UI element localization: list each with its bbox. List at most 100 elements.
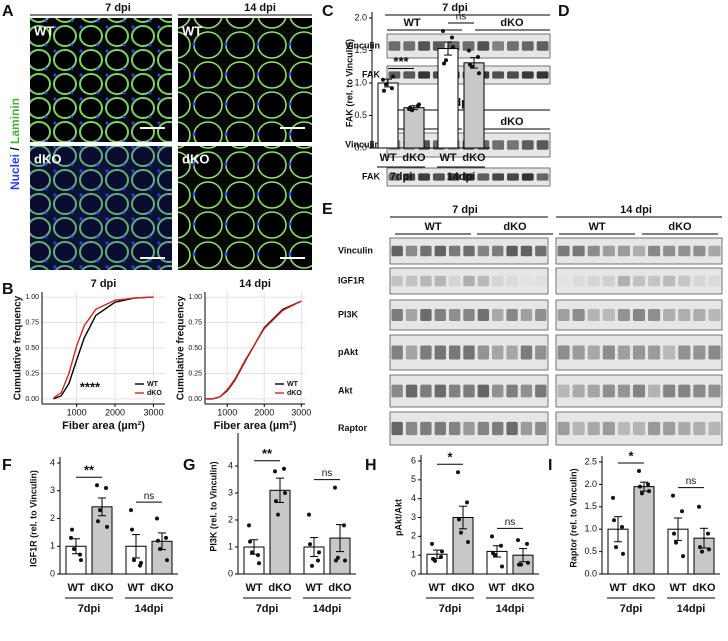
blot-band [535, 384, 547, 398]
y-tick-label: 1.0 [354, 77, 367, 87]
data-point [612, 518, 616, 523]
blot-band [463, 345, 475, 360]
stain-label: Nuclei / Laminin [8, 98, 22, 190]
blot-band [708, 275, 721, 287]
blot-band [405, 384, 418, 398]
blot-band [492, 71, 505, 79]
blot-band [388, 41, 401, 51]
panel-label: A [2, 3, 14, 20]
blot-band [420, 309, 432, 321]
blot-band [405, 345, 418, 360]
data-point [516, 538, 520, 543]
data-point [408, 105, 412, 110]
data-point [491, 551, 495, 556]
y-tick-label: 0.5 [584, 546, 597, 556]
x-tick-label: 1000 [217, 407, 237, 417]
y-tick-label: 0 [50, 568, 55, 578]
x-tick-label: dKO [402, 152, 426, 164]
blot-band [648, 275, 661, 287]
blot-band [405, 245, 418, 257]
y-axis-label: pAkt/Akt [393, 499, 403, 536]
blot-band [557, 384, 570, 398]
y-tick-label: 3 [411, 512, 416, 522]
blot-title: 7 dpi [452, 204, 478, 216]
data-point [500, 564, 504, 569]
data-point [98, 508, 102, 513]
y-tick-label: 1 [228, 541, 233, 551]
blot-band [477, 345, 490, 360]
y-tick-label: 0.25 [25, 370, 39, 377]
blot-band [507, 140, 519, 150]
blot-band [602, 421, 615, 436]
image-label: WT [34, 23, 54, 38]
data-point [468, 62, 472, 67]
image-label: WT [182, 23, 202, 38]
blot-band [535, 309, 547, 321]
blot-band [663, 345, 676, 360]
stain-nuclei: Nuclei [8, 154, 22, 190]
data-point [70, 527, 74, 532]
y-tick-label: 0.50 [188, 345, 202, 352]
data-point [317, 550, 321, 555]
y-tick-label: 0.50 [25, 345, 39, 352]
blot-band [663, 309, 676, 321]
blot-band [521, 140, 534, 150]
data-point [698, 545, 702, 550]
x-tick-label: 3000 [143, 407, 163, 417]
data-point [707, 547, 711, 552]
blot-band [521, 41, 534, 51]
blot-band [693, 275, 706, 287]
blot-band [536, 140, 549, 150]
x-axis-label: Fiber area (µm²) [62, 420, 145, 432]
blot-band [405, 421, 418, 436]
blot-band [462, 173, 475, 181]
y-tick-label: 2.5 [584, 456, 597, 466]
group-label: 14dpi [447, 171, 476, 183]
blot-band [420, 384, 432, 398]
x-tick-label: WT [127, 582, 144, 594]
blot-band [418, 71, 430, 79]
data-point [384, 82, 388, 87]
data-point [647, 489, 651, 494]
data-point [95, 483, 99, 488]
blot-band [648, 345, 661, 360]
blot-band [663, 384, 676, 398]
group-label: dKO [503, 221, 527, 233]
data-point [706, 531, 710, 536]
group-label: 7dpi [256, 603, 279, 615]
blot-band [492, 309, 504, 321]
blot-band [492, 275, 504, 287]
significance: ns [686, 476, 697, 487]
data-point [391, 74, 395, 79]
data-point [256, 553, 260, 558]
data-point [466, 539, 470, 544]
x-tick-label: 1000 [67, 407, 87, 417]
group-label: WT [403, 17, 420, 29]
significance: * [628, 448, 634, 463]
y-axis-label: Raptor (rel. to Vinculin) [568, 468, 578, 567]
blot-band [420, 345, 432, 360]
group-label: WT [588, 221, 605, 233]
data-point [316, 558, 320, 563]
group-label: 14dpi [135, 603, 164, 615]
data-point [248, 539, 252, 544]
blot-band [506, 275, 518, 287]
blot-band [391, 345, 403, 360]
blot-band [506, 421, 518, 436]
blot-band [557, 309, 570, 321]
blot-band [434, 275, 446, 287]
panel-label: B [2, 281, 14, 298]
panel-label: E [322, 201, 333, 218]
blot-band [678, 309, 691, 321]
data-point [444, 58, 448, 63]
blot-band [492, 384, 504, 398]
stain-laminin: Laminin [8, 98, 22, 144]
blot-title: 14 dpi [620, 204, 652, 216]
blot-band [420, 275, 432, 287]
blot-row-label: IGF1R [338, 275, 365, 285]
blot-row-label: pAkt [338, 347, 358, 357]
y-tick-label: 2 [50, 513, 55, 523]
y-tick-label: 0.00 [25, 396, 39, 403]
data-point [381, 77, 385, 82]
